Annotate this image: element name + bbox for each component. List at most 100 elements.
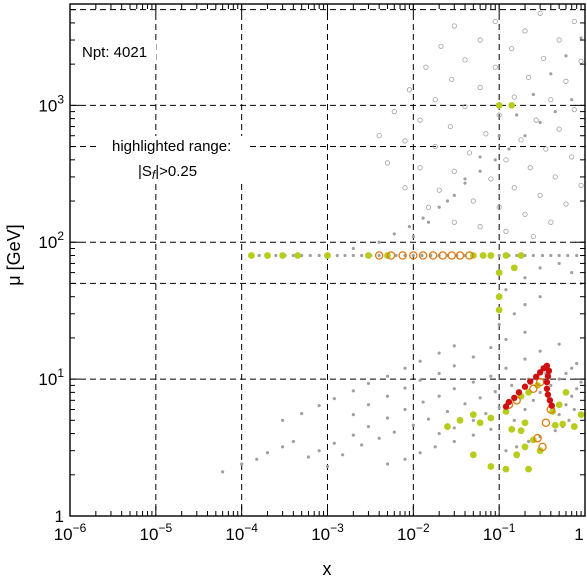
data-point-gray bbox=[575, 361, 579, 366]
data-point-gray-open bbox=[525, 74, 532, 81]
data-point-gray bbox=[504, 366, 508, 370]
data-point-gray bbox=[564, 403, 568, 407]
data-point-highlight-high bbox=[428, 251, 438, 260]
data-point-highlight-max bbox=[502, 403, 510, 410]
data-point-gray bbox=[504, 288, 508, 292]
data-point-highlight-low bbox=[517, 252, 525, 259]
data-point-gray bbox=[366, 424, 371, 429]
data-point-highlight-low bbox=[495, 306, 503, 314]
data-point-gray bbox=[538, 120, 542, 125]
data-point-gray bbox=[471, 433, 475, 437]
data-point-gray bbox=[575, 387, 579, 391]
data-point-gray bbox=[332, 441, 336, 445]
data-point-gray bbox=[526, 439, 531, 444]
data-point-gray bbox=[411, 234, 415, 239]
data-point-gray bbox=[564, 371, 568, 376]
data-point-highlight-low bbox=[479, 252, 487, 259]
data-point-gray bbox=[493, 158, 497, 162]
data-point-gray bbox=[463, 177, 467, 181]
data-point-gray bbox=[418, 451, 422, 455]
data-point-highlight-low bbox=[365, 252, 372, 259]
x-tick-label: 10−1 bbox=[483, 521, 516, 544]
data-point-gray bbox=[403, 386, 407, 390]
data-point-gray-open bbox=[438, 43, 444, 49]
data-point-gray bbox=[471, 418, 475, 422]
data-point-gray bbox=[317, 253, 321, 258]
data-point-gray bbox=[332, 397, 336, 401]
data-point-gray-open bbox=[537, 10, 543, 16]
data-point-gray-open bbox=[384, 160, 391, 166]
data-point-highlight-max bbox=[511, 394, 518, 402]
data-point-gray bbox=[418, 359, 422, 363]
data-point-gray bbox=[570, 270, 574, 275]
data-point-highlight-high bbox=[465, 251, 474, 260]
data-point-gray-open bbox=[425, 204, 432, 210]
data-point-gray-open bbox=[376, 133, 382, 139]
highlight-range-label: highlighted range: bbox=[112, 138, 231, 155]
data-point-gray bbox=[497, 323, 501, 327]
data-point-gray bbox=[360, 443, 364, 447]
data-point-gray-open bbox=[533, 117, 539, 123]
data-point-gray-open bbox=[492, 64, 498, 70]
data-point-highlight-low bbox=[495, 293, 503, 301]
data-point-gray bbox=[351, 413, 355, 417]
data-point-gray bbox=[497, 405, 501, 410]
data-point-highlight-low bbox=[508, 101, 516, 109]
data-point-gray-open bbox=[522, 211, 528, 217]
data-point-highlight-max bbox=[543, 385, 551, 392]
data-point-gray-open bbox=[436, 187, 442, 193]
data-point-gray-open bbox=[527, 165, 533, 171]
data-point-gray bbox=[538, 390, 542, 394]
data-point-gray bbox=[407, 225, 412, 229]
data-point-gray-open bbox=[552, 174, 558, 180]
data-point-highlight-high bbox=[529, 384, 538, 394]
data-point-gray-open bbox=[563, 78, 569, 84]
data-point-gray bbox=[437, 205, 441, 209]
data-point-gray bbox=[403, 457, 407, 461]
data-point-gray bbox=[335, 253, 339, 258]
data-point-highlight-high bbox=[374, 251, 384, 260]
data-point-gray-open bbox=[530, 233, 536, 240]
data-point-highlight-low bbox=[248, 252, 255, 259]
data-point-highlight-high bbox=[438, 251, 447, 260]
data-point-gray-open bbox=[391, 109, 397, 115]
data-point-gray bbox=[317, 404, 321, 408]
data-point-gray-open bbox=[509, 45, 515, 52]
data-point-gray bbox=[515, 445, 519, 449]
data-point-gray bbox=[452, 344, 456, 348]
data-point-gray bbox=[351, 246, 355, 251]
data-point-gray bbox=[463, 181, 467, 185]
data-point-gray bbox=[325, 464, 330, 469]
data-point-gray bbox=[538, 349, 542, 353]
data-point-gray-open bbox=[492, 18, 498, 25]
data-point-gray-open bbox=[483, 131, 489, 137]
x-tick-label: 1 bbox=[574, 525, 583, 544]
data-point-gray-open bbox=[511, 185, 517, 191]
data-point-highlight-high bbox=[541, 418, 551, 427]
data-point-highlight-high bbox=[533, 433, 542, 443]
data-point-gray-open bbox=[451, 168, 457, 174]
data-point-gray bbox=[553, 429, 557, 433]
data-point-gray bbox=[531, 92, 535, 97]
data-point-gray bbox=[392, 430, 396, 434]
data-point-gray bbox=[426, 220, 431, 224]
data-point-highlight-max bbox=[527, 378, 534, 385]
data-point-highlight-max bbox=[543, 362, 551, 370]
data-point-gray bbox=[579, 36, 583, 40]
data-point-gray bbox=[317, 449, 321, 453]
data-point-gray-open bbox=[449, 76, 455, 82]
data-point-gray bbox=[394, 253, 398, 258]
data-point-gray bbox=[392, 232, 396, 236]
data-point-highlight-low bbox=[562, 388, 570, 396]
data-point-gray-open bbox=[406, 87, 413, 93]
data-point-gray bbox=[570, 394, 574, 398]
x-tick-labels: 10−6 10−5 10−4 10−3 10−2 10−1 1 bbox=[54, 521, 584, 544]
data-point-highlight-low bbox=[487, 252, 495, 259]
data-point-highlight-low bbox=[529, 436, 537, 444]
data-point-gray bbox=[452, 426, 456, 430]
data-point-highlight-low bbox=[487, 463, 495, 470]
data-point-gray bbox=[493, 390, 497, 394]
data-point-highlight-max bbox=[546, 397, 554, 404]
data-point-gray bbox=[523, 134, 527, 138]
